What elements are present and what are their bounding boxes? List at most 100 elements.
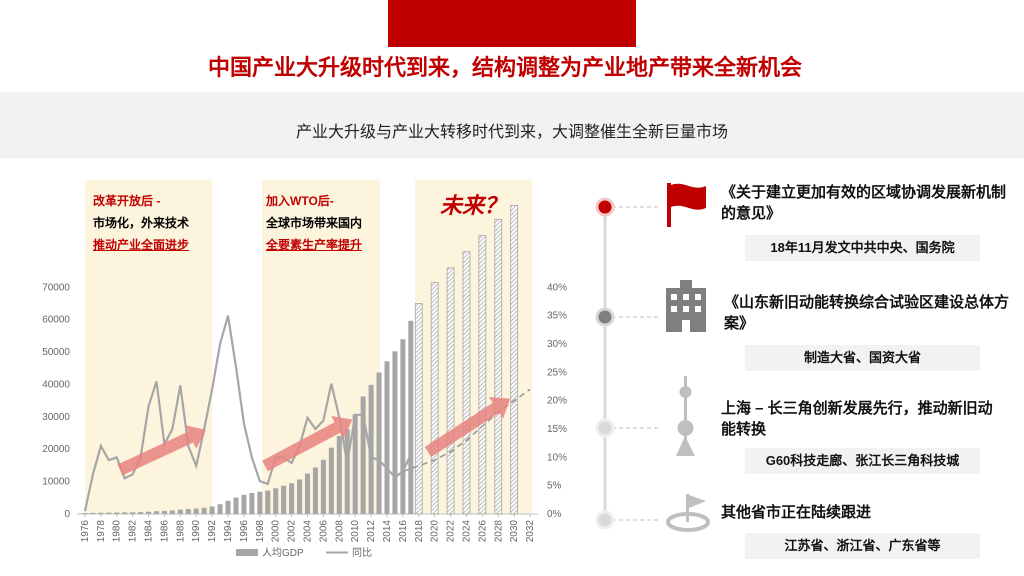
y-tick-label: 30000 (42, 412, 70, 423)
bar (161, 510, 167, 514)
trend-arrows (117, 396, 511, 476)
bar (169, 510, 175, 514)
x-tick-label: 2026 (477, 520, 488, 543)
bar (494, 218, 503, 515)
y2-tick-label: 5% (547, 481, 562, 492)
bar (257, 491, 263, 514)
bar (336, 435, 342, 514)
x-tick-label: 1984 (144, 520, 155, 543)
y-tick-label: 70000 (42, 282, 70, 293)
bar (241, 494, 247, 514)
bar (217, 504, 223, 514)
x-tick-label: 2030 (509, 520, 520, 543)
timeline-title: 其他省市正在陆续跟进 (721, 504, 872, 521)
bar (414, 303, 423, 515)
bar (273, 488, 279, 514)
subtitle: 产业大升级与产业大转移时代到来，大调整催生全新巨量市场 (295, 124, 728, 141)
bar (462, 251, 471, 515)
x-tick-label: 1986 (159, 520, 170, 543)
x-tick-label: 1990 (191, 520, 202, 543)
annotation-heading: 加入WTO后- (266, 194, 334, 208)
bar (177, 509, 183, 514)
x-tick-label: 2012 (366, 520, 377, 543)
y2-tick-label: 25% (547, 367, 567, 378)
x-tick-label: 2004 (303, 520, 314, 543)
bar (446, 267, 455, 515)
legend-label: 人均GDP (262, 547, 304, 559)
x-tick-label: 1992 (207, 520, 218, 543)
title: 中国产业大升级时代到来，结构调整为产业地产带来全新机会 (207, 55, 802, 80)
tower-icon (676, 376, 695, 456)
x-tick-label: 2002 (287, 520, 298, 543)
bar (392, 351, 398, 514)
bar (233, 497, 239, 514)
x-tick-label: 2032 (525, 520, 536, 543)
trend-arrow (117, 425, 207, 476)
bar (408, 320, 414, 514)
bar (312, 467, 318, 514)
annotation: 改革开放后 - 市场化，外来技术 推动产业全面进步 (93, 190, 218, 256)
annotation-text: 全要素生产率提升 (266, 238, 363, 252)
bar (352, 414, 358, 514)
bar (478, 235, 487, 515)
trend-arrow (424, 396, 511, 458)
y-tick-label: 0 (64, 509, 70, 520)
x-tick-label: 1998 (255, 520, 266, 543)
x-tick-label: 2008 (334, 520, 345, 543)
x-tick-label: 2010 (350, 520, 361, 543)
y2-tick-label: 30% (547, 339, 567, 350)
timeline-detail: 制造大省、国资大省 (745, 345, 980, 371)
trend-arrow (262, 416, 353, 472)
bar (130, 512, 136, 514)
legend-label: 同比 (352, 547, 372, 559)
x-tick-label: 2020 (430, 520, 441, 543)
bar (320, 459, 326, 514)
bar (430, 282, 439, 515)
x-tick-label: 1996 (239, 520, 250, 543)
bar (384, 361, 390, 514)
annotation-text: 市场化，外来技术 (93, 216, 190, 230)
x-tick-label: 1978 (96, 520, 107, 543)
timeline-title: 《山东新旧动能转换综合试验区建设总体方案》 (724, 294, 1010, 332)
y-tick-label: 60000 (42, 315, 70, 326)
bar (305, 473, 310, 514)
top-bar (388, 0, 636, 47)
annotation: 加入WTO后- 全球市场带来国内 全要素生产率提升 (266, 190, 386, 256)
x-tick-label: 2006 (318, 520, 329, 543)
bar (281, 485, 287, 514)
bar (106, 512, 112, 514)
bar (289, 483, 295, 514)
timeline-title: 上海 – 长三角创新发展先行，推动新旧动能转换 (721, 400, 993, 438)
annotation-heading: 改革开放后 - (93, 194, 161, 208)
x-tick-label: 2022 (446, 520, 457, 543)
bar (249, 493, 255, 514)
bar (185, 509, 191, 514)
x-tick-label: 2014 (382, 520, 393, 543)
bar (368, 384, 374, 514)
bar (138, 512, 144, 514)
x-tick-label: 1976 (80, 520, 91, 543)
legend-swatch (236, 549, 258, 556)
y-tick-label: 20000 (42, 444, 70, 455)
x-tick-label: 1982 (128, 520, 139, 543)
bar (225, 500, 231, 514)
y2-tick-label: 15% (547, 424, 567, 435)
timeline-detail: 江苏省、浙江省、广东省等 (745, 533, 980, 559)
x-tick-label: 1980 (112, 520, 123, 543)
y2-tick-label: 10% (547, 452, 567, 463)
flag-icon (667, 183, 706, 227)
bar (122, 512, 128, 514)
bar (209, 506, 215, 514)
y2-tick-label: 35% (547, 311, 567, 322)
x-tick-label: 2000 (271, 520, 282, 543)
bar (344, 429, 350, 514)
pin-flag-icon (666, 494, 710, 532)
line (402, 388, 531, 473)
x-tick-label: 2016 (398, 520, 409, 543)
bar (297, 479, 303, 514)
y2-tick-label: 0% (547, 509, 562, 520)
y2-tick-label: 20% (547, 396, 567, 407)
annotation-text: 全球市场带来国内 (266, 216, 363, 230)
timeline-dot (595, 307, 615, 327)
